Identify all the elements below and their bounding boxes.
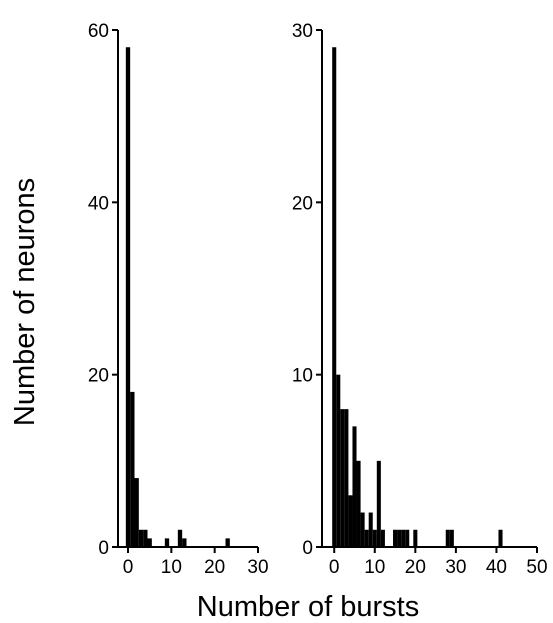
x-tick-label: 50 bbox=[526, 557, 547, 578]
x-axis-title: Number of bursts bbox=[197, 591, 419, 623]
histogram-right: 0 10 20 30 0 10 20 30 40 50 bbox=[292, 21, 548, 578]
histogram-bar bbox=[397, 529, 402, 547]
y-tick-label: 10 bbox=[292, 366, 313, 387]
y-tick-label: 20 bbox=[88, 366, 109, 387]
x-tick-label: 0 bbox=[329, 557, 340, 578]
histogram-bar bbox=[393, 529, 398, 547]
x-tick-label: 20 bbox=[204, 557, 225, 578]
x-tick-label: 0 bbox=[123, 557, 134, 578]
histogram-bar bbox=[364, 529, 369, 547]
x-tick-label: 30 bbox=[445, 557, 466, 578]
histogram-bar bbox=[360, 512, 365, 547]
y-tick-label: 30 bbox=[292, 21, 313, 42]
histogram-bar bbox=[225, 538, 230, 547]
histogram-bar bbox=[138, 529, 144, 547]
histogram-bar bbox=[368, 512, 373, 547]
histogram-bar bbox=[405, 529, 410, 547]
histogram-bar bbox=[380, 529, 385, 547]
histogram-bar bbox=[134, 478, 139, 547]
y-tick-label: 60 bbox=[88, 21, 109, 42]
histogram-bar bbox=[352, 426, 357, 547]
histogram-bar bbox=[413, 529, 418, 547]
x-tick-label: 30 bbox=[247, 557, 268, 578]
histogram-bar bbox=[125, 47, 131, 547]
histogram-bar bbox=[348, 495, 353, 547]
histogram-bar bbox=[344, 409, 349, 547]
histogram-bar bbox=[376, 460, 381, 547]
histogram-bar bbox=[164, 538, 170, 547]
histogram-bar bbox=[182, 538, 187, 547]
histogram-bar bbox=[177, 529, 183, 547]
x-tick-label: 20 bbox=[405, 557, 426, 578]
y-tick-label: 0 bbox=[302, 538, 313, 559]
y-tick-label: 20 bbox=[292, 193, 313, 214]
histogram-bar bbox=[356, 460, 361, 547]
histogram-bar bbox=[332, 47, 337, 547]
histogram-bar bbox=[340, 409, 345, 547]
histogram-bar bbox=[449, 529, 454, 547]
histogram-bar bbox=[147, 538, 152, 547]
histogram-bar bbox=[130, 391, 135, 547]
histogram-bar bbox=[401, 529, 406, 547]
x-tick-label: 10 bbox=[161, 557, 182, 578]
y-axis-title: Number of neurons bbox=[9, 178, 41, 426]
y-tick-label: 40 bbox=[88, 193, 109, 214]
histogram-bar bbox=[445, 529, 450, 547]
histogram-left: 0 20 40 60 0 10 20 30 bbox=[88, 21, 269, 578]
histogram-bar bbox=[143, 529, 148, 547]
x-tick-label: 10 bbox=[364, 557, 385, 578]
histogram-bar bbox=[498, 529, 503, 547]
histogram-bar bbox=[372, 529, 377, 547]
y-tick-label: 0 bbox=[98, 538, 109, 559]
x-tick-label: 40 bbox=[486, 557, 507, 578]
histogram-bar bbox=[336, 374, 341, 547]
